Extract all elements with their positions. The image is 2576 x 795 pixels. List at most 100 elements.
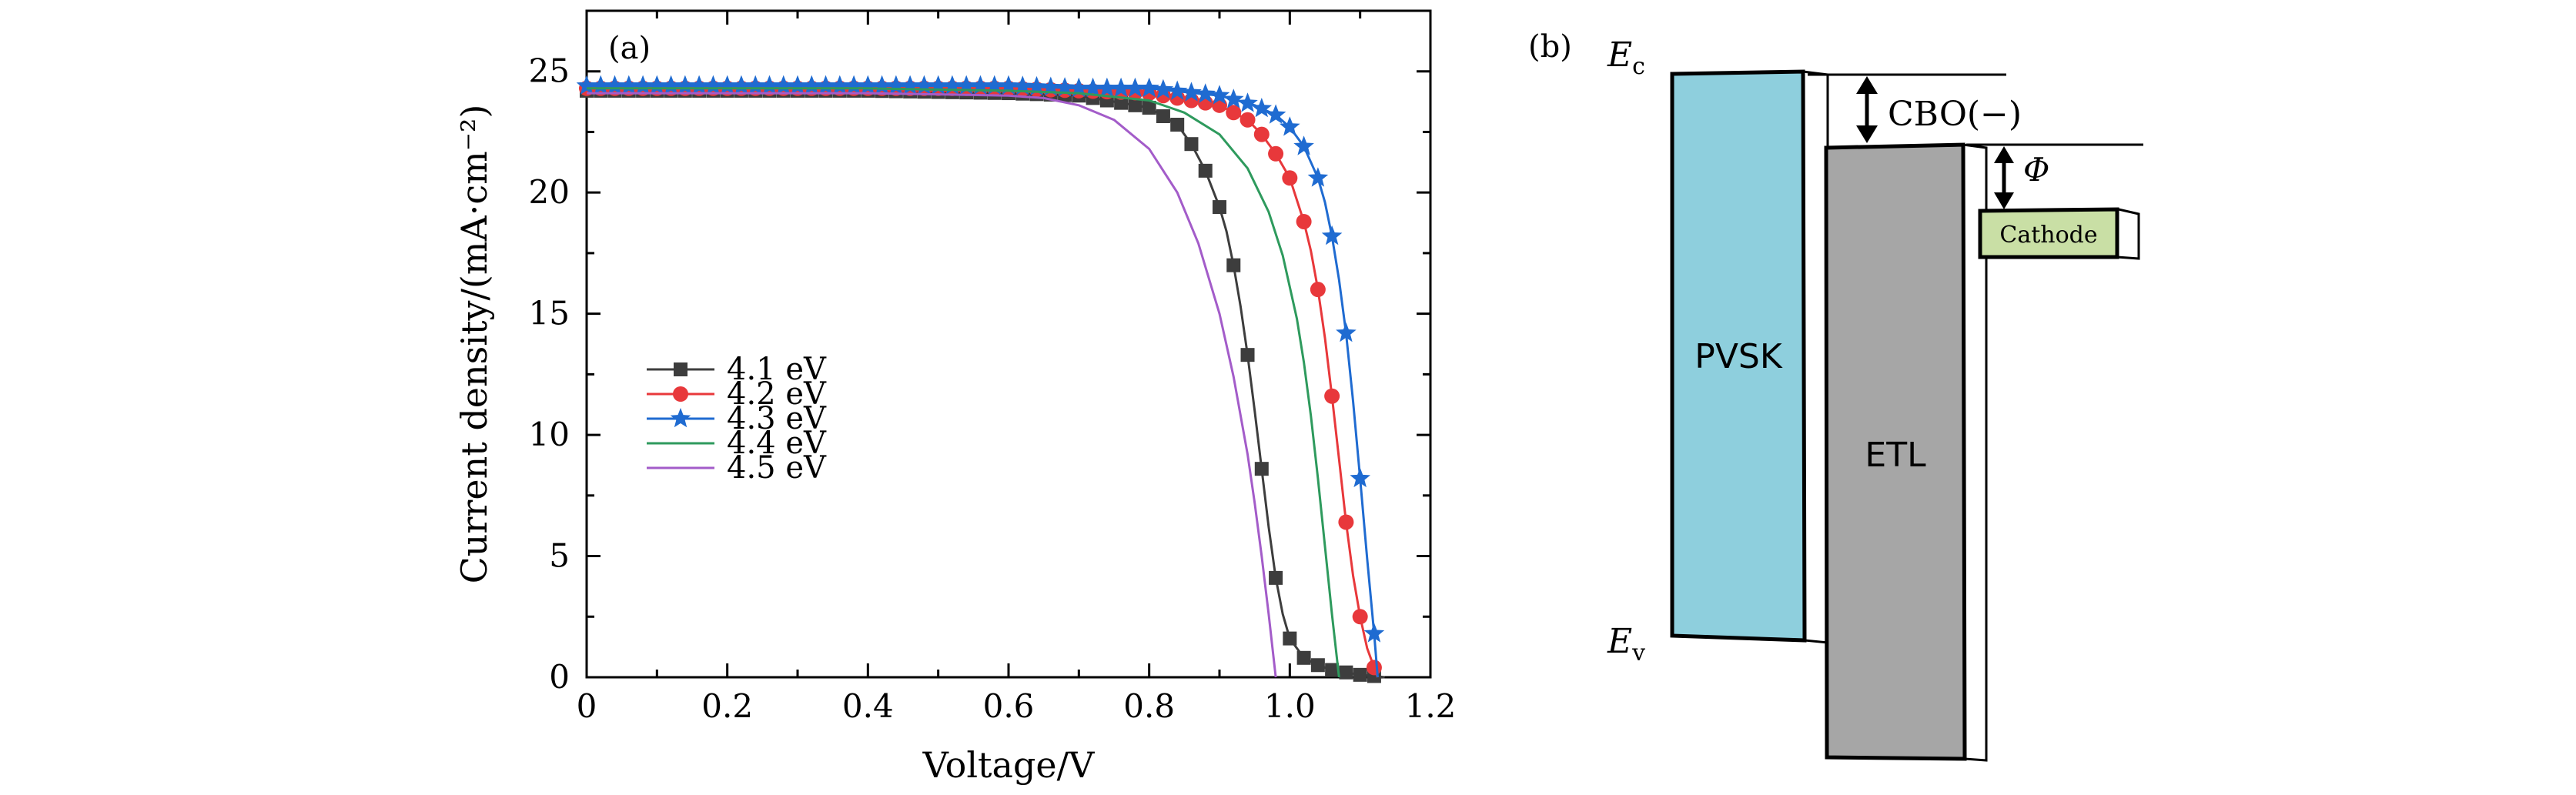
data-point <box>1350 467 1370 488</box>
y-tick-label: 10 <box>529 416 570 453</box>
data-point <box>1310 658 1325 673</box>
cathode-label: Cathode <box>1999 222 2097 249</box>
data-point <box>1363 623 1385 643</box>
data-point <box>1156 109 1170 123</box>
x-tick-label: 0.8 <box>1123 687 1175 725</box>
data-point <box>1125 77 1146 98</box>
legend-label: 4.2 eV <box>727 376 827 412</box>
etl-block: ETL <box>1824 142 1988 762</box>
data-point <box>829 75 851 95</box>
x-tick-label: 0.4 <box>842 687 894 725</box>
data-point <box>1269 570 1283 585</box>
phi-arrow <box>1994 146 2014 209</box>
data-point <box>1139 77 1159 98</box>
series-1 <box>579 80 1382 678</box>
data-point <box>647 75 667 95</box>
data-point <box>1240 348 1255 362</box>
data-point <box>914 75 935 95</box>
panel-label-a: (a) <box>608 31 651 66</box>
data-point <box>1352 609 1368 625</box>
phi-label: Φ <box>2023 151 2049 189</box>
legend-item: 4.2 eV <box>647 376 827 412</box>
cathode-face <box>1978 207 2119 259</box>
series-line <box>587 85 1379 678</box>
y-ticks: 0 5 10 15 20 25 <box>529 9 1430 696</box>
series-layer <box>576 75 1385 683</box>
data-point <box>1268 145 1284 162</box>
pvsk-label: PVSK <box>1694 337 1783 376</box>
data-point <box>1321 225 1343 246</box>
x-tick-label: 1.2 <box>1405 687 1457 725</box>
data-point <box>1282 170 1298 186</box>
data-point <box>815 75 836 95</box>
data-point <box>787 75 808 95</box>
data-point <box>1110 77 1132 98</box>
data-point <box>1254 462 1269 476</box>
x-tick-label: 0 <box>577 687 597 725</box>
y-tick-label: 15 <box>529 295 570 332</box>
y-tick-label: 20 <box>529 173 570 211</box>
data-point <box>674 75 696 95</box>
series-line <box>587 87 1340 678</box>
legend-label: 4.1 eV <box>727 352 827 387</box>
legend-item: 4.3 eV <box>647 401 827 436</box>
data-point <box>1096 77 1118 98</box>
etl-face <box>1824 142 1967 761</box>
data-point <box>984 75 1005 95</box>
data-point <box>632 75 654 95</box>
x-tick-label: 1.0 <box>1264 687 1316 725</box>
data-point <box>688 75 710 95</box>
band-diagram: (b) Ec Ev PVSK ETL Cathode <box>1528 29 2143 762</box>
ev-label-main: E <box>1607 622 1632 661</box>
data-point <box>604 75 625 95</box>
data-point <box>717 75 738 95</box>
data-point <box>955 75 977 95</box>
data-point <box>1293 135 1314 155</box>
data-point <box>1265 104 1286 124</box>
cbo-label: CBO(−) <box>1888 95 2022 134</box>
data-point <box>1324 388 1340 404</box>
data-point <box>1336 322 1357 342</box>
series-0 <box>580 83 1385 683</box>
data-point <box>1181 82 1202 102</box>
data-point <box>1226 258 1241 272</box>
y-tick-label: 0 <box>549 658 570 696</box>
series-3 <box>587 87 1340 678</box>
legend-label: 4.3 eV <box>727 401 827 436</box>
ec-label-main: E <box>1607 35 1632 75</box>
ec-label-sub: c <box>1632 53 1645 80</box>
data-point <box>942 75 963 95</box>
series-line <box>587 92 1277 678</box>
legend: 4.1 eV4.2 eV4.3 eV4.4 eV4.5 eV <box>647 352 827 486</box>
data-point <box>1114 95 1129 110</box>
data-point <box>1366 660 1382 676</box>
data-point <box>970 75 991 95</box>
data-point <box>1209 85 1230 105</box>
data-point <box>1170 118 1185 132</box>
data-point <box>773 75 794 95</box>
jv-chart: 0 0.2 0.4 0.6 0.8 1.0 1.2 0 5 10 15 20 25 (a) Volta… <box>453 9 1457 786</box>
data-point <box>1198 163 1213 178</box>
data-point <box>1195 83 1216 103</box>
data-point <box>1166 80 1188 100</box>
data-point <box>1069 77 1089 98</box>
legend-label: 4.5 eV <box>727 450 827 486</box>
data-point <box>1239 112 1256 128</box>
data-point <box>1307 167 1329 187</box>
data-point <box>1226 105 1242 121</box>
data-point <box>871 75 892 95</box>
data-point <box>744 75 766 95</box>
y-tick-label: 25 <box>529 52 570 90</box>
ec-label: Ec <box>1607 35 1645 80</box>
legend-item: 4.1 eV <box>647 352 827 387</box>
data-point <box>1353 667 1367 682</box>
data-point <box>858 75 878 95</box>
data-point <box>661 75 681 95</box>
x-tick-label: 0.2 <box>701 687 753 725</box>
data-point <box>998 75 1019 95</box>
legend-swatch-marker <box>670 408 691 428</box>
data-point <box>1296 213 1312 229</box>
data-point <box>928 75 948 95</box>
y-axis-label: Current density/(mA·cm⁻²) <box>453 105 495 584</box>
